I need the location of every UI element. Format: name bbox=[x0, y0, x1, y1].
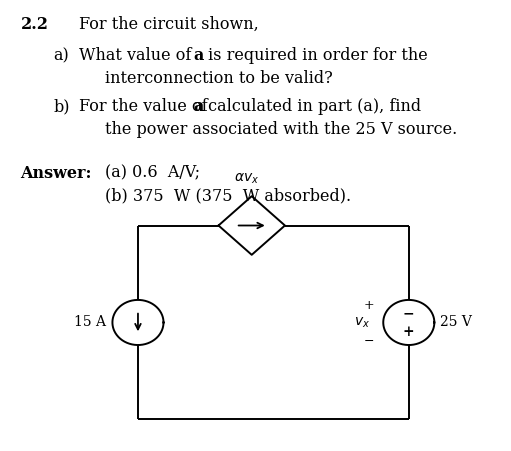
Text: +: + bbox=[363, 299, 374, 312]
Text: calculated in part (a), find: calculated in part (a), find bbox=[203, 98, 421, 115]
Text: −: − bbox=[403, 306, 414, 320]
Text: 25 V: 25 V bbox=[440, 315, 472, 330]
Text: is required in order for the: is required in order for the bbox=[203, 47, 428, 64]
Text: −: − bbox=[363, 335, 374, 348]
Text: a: a bbox=[193, 47, 203, 64]
Text: the power associated with the 25 V source.: the power associated with the 25 V sourc… bbox=[105, 121, 457, 138]
Text: 2.2: 2.2 bbox=[20, 16, 49, 33]
Text: (a) 0.6  A/V;: (a) 0.6 A/V; bbox=[105, 165, 200, 182]
Text: (b) 375  W (375  W absorbed).: (b) 375 W (375 W absorbed). bbox=[105, 187, 351, 204]
Text: Answer:: Answer: bbox=[20, 165, 92, 182]
Text: $v_x$: $v_x$ bbox=[355, 315, 370, 330]
Text: For the value of: For the value of bbox=[79, 98, 213, 115]
Text: For the circuit shown,: For the circuit shown, bbox=[79, 16, 259, 33]
Text: +: + bbox=[403, 325, 414, 339]
Text: 15 A: 15 A bbox=[74, 315, 106, 330]
Text: a: a bbox=[193, 98, 203, 115]
Text: a): a) bbox=[54, 47, 69, 64]
Text: $\alpha v_x$: $\alpha v_x$ bbox=[234, 172, 259, 186]
Text: What value of: What value of bbox=[79, 47, 197, 64]
Text: interconnection to be valid?: interconnection to be valid? bbox=[105, 70, 333, 87]
Text: b): b) bbox=[54, 98, 70, 115]
